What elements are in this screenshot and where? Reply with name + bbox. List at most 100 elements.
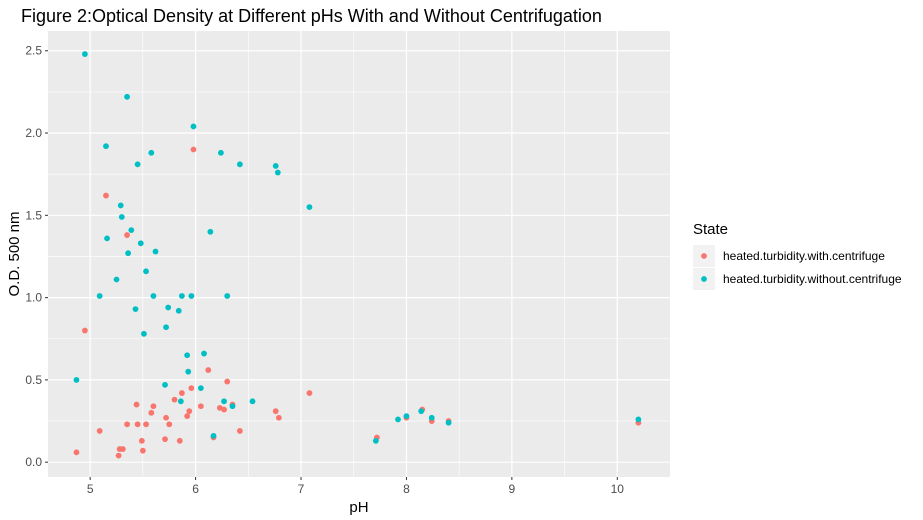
- data-point: [635, 416, 642, 423]
- data-point: [184, 413, 191, 420]
- data-point: [73, 449, 80, 456]
- data-point: [119, 446, 126, 452]
- legend-swatch: [701, 253, 707, 259]
- data-point: [185, 368, 192, 375]
- data-point: [115, 452, 122, 459]
- data-point: [178, 390, 185, 396]
- data-point: [428, 414, 435, 421]
- data-point: [272, 408, 279, 415]
- data-point: [137, 240, 144, 247]
- data-point: [236, 161, 243, 168]
- y-tick-label: 0.0: [25, 455, 42, 469]
- data-point: [96, 428, 103, 434]
- data-point: [143, 268, 149, 275]
- data-point: [118, 214, 125, 220]
- data-point: [150, 293, 157, 299]
- legend-items: heated.turbidity.with.centrifuge heated.t…: [693, 245, 902, 290]
- data-point: [207, 228, 214, 235]
- data-point: [190, 146, 197, 153]
- legend-swatch: [701, 276, 707, 282]
- data-point: [395, 416, 401, 423]
- data-point: [96, 293, 103, 299]
- data-point: [104, 235, 110, 242]
- x-tick-label: 5: [87, 482, 94, 496]
- data-point: [81, 327, 88, 334]
- data-point: [184, 352, 191, 359]
- data-point: [128, 227, 135, 234]
- y-tick-label: 1.5: [25, 208, 42, 222]
- data-point: [274, 169, 281, 176]
- data-point: [249, 398, 256, 405]
- data-point: [178, 293, 185, 299]
- data-point: [143, 421, 149, 428]
- y-tick-label: 0.5: [25, 373, 42, 387]
- data-point: [275, 414, 282, 421]
- data-point: [176, 437, 183, 444]
- x-tick-label: 8: [403, 482, 410, 496]
- data-point: [188, 293, 195, 299]
- data-point: [224, 378, 231, 385]
- data-point: [445, 419, 452, 426]
- data-point: [162, 381, 168, 388]
- data-point: [166, 421, 173, 428]
- x-tick-label: 7: [298, 482, 305, 496]
- data-point: [221, 398, 227, 405]
- data-point: [190, 123, 197, 130]
- axis-ticks: 5 6 7 8 9 10 0.0 0.5 1.0 1.5 2.0 2.5: [25, 44, 624, 496]
- x-tick-label: 6: [192, 482, 199, 496]
- legend-title: State: [693, 221, 728, 238]
- data-point: [124, 93, 130, 100]
- legend: State heated.turbidity.with.centrifugehe…: [693, 221, 902, 290]
- series-2: [73, 51, 642, 444]
- data-point: [150, 403, 157, 410]
- x-tick-label: 10: [611, 482, 625, 496]
- data-point: [141, 330, 147, 337]
- data-point: [272, 163, 279, 169]
- plot-panel: [48, 31, 670, 477]
- data-point: [205, 367, 212, 373]
- data-point: [177, 398, 184, 405]
- data-points: [73, 51, 642, 459]
- data-point: [148, 409, 155, 416]
- data-point: [138, 437, 145, 444]
- data-point: [175, 307, 182, 314]
- data-point: [221, 406, 227, 413]
- data-point: [73, 377, 80, 383]
- data-point: [148, 149, 155, 156]
- data-point: [134, 161, 141, 168]
- data-point: [418, 408, 425, 415]
- x-axis-title: pH: [349, 499, 368, 516]
- data-point: [210, 432, 217, 439]
- data-point: [403, 413, 410, 420]
- data-point: [188, 385, 195, 392]
- data-point: [132, 306, 139, 313]
- grid-lines: [48, 31, 670, 477]
- data-point: [134, 421, 141, 428]
- data-point: [224, 293, 231, 299]
- data-point: [103, 192, 109, 199]
- y-tick-label: 1.0: [25, 291, 42, 305]
- data-point: [186, 408, 193, 415]
- data-point: [197, 403, 204, 410]
- data-point: [306, 390, 313, 396]
- data-point: [197, 385, 204, 392]
- data-point: [103, 143, 109, 150]
- data-point: [306, 204, 313, 210]
- data-point: [372, 437, 379, 444]
- data-point: [217, 149, 224, 156]
- data-point: [81, 51, 88, 57]
- data-point: [124, 232, 130, 238]
- y-axis-title: O.D. 500 nm: [6, 211, 23, 296]
- chart-title: Figure 2:Optical Density at Different pH…: [21, 6, 602, 26]
- y-tick-label: 2.5: [25, 44, 42, 58]
- data-point: [124, 421, 130, 428]
- data-point: [117, 202, 124, 209]
- x-tick-label: 9: [509, 482, 516, 496]
- data-point: [163, 324, 169, 331]
- y-tick-label: 2.0: [25, 126, 42, 140]
- data-point: [113, 276, 120, 283]
- legend-label: heated.turbidity.with.centrifuge: [723, 249, 885, 263]
- data-point: [162, 436, 168, 443]
